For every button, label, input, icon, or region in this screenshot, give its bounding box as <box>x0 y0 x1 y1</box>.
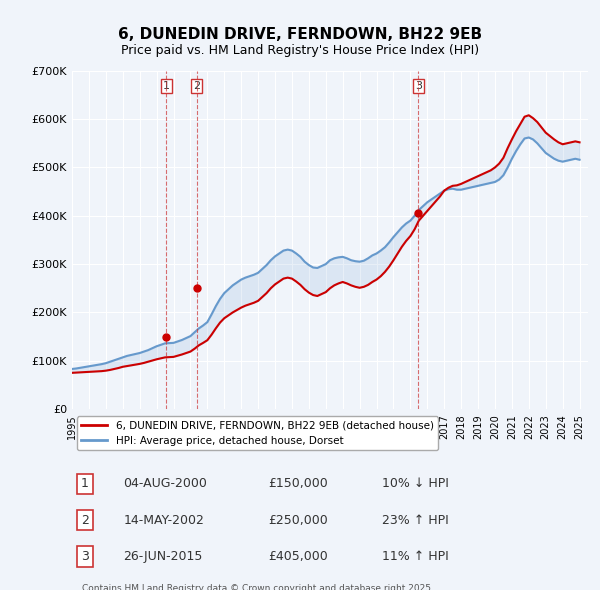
Text: Contains HM Land Registry data © Crown copyright and database right 2025.
This d: Contains HM Land Registry data © Crown c… <box>82 584 434 590</box>
Text: 14-MAY-2002: 14-MAY-2002 <box>124 514 205 527</box>
Text: 1: 1 <box>163 81 170 91</box>
Text: £405,000: £405,000 <box>268 550 328 563</box>
Text: 3: 3 <box>415 81 422 91</box>
Text: 1: 1 <box>81 477 89 490</box>
Text: 10% ↓ HPI: 10% ↓ HPI <box>382 477 448 490</box>
Text: 23% ↑ HPI: 23% ↑ HPI <box>382 514 448 527</box>
Text: Price paid vs. HM Land Registry's House Price Index (HPI): Price paid vs. HM Land Registry's House … <box>121 44 479 57</box>
Text: 04-AUG-2000: 04-AUG-2000 <box>124 477 208 490</box>
Legend: 6, DUNEDIN DRIVE, FERNDOWN, BH22 9EB (detached house), HPI: Average price, detac: 6, DUNEDIN DRIVE, FERNDOWN, BH22 9EB (de… <box>77 417 438 450</box>
Text: 6, DUNEDIN DRIVE, FERNDOWN, BH22 9EB: 6, DUNEDIN DRIVE, FERNDOWN, BH22 9EB <box>118 27 482 41</box>
Text: 3: 3 <box>81 550 89 563</box>
Text: 11% ↑ HPI: 11% ↑ HPI <box>382 550 448 563</box>
Text: £150,000: £150,000 <box>268 477 328 490</box>
Text: 2: 2 <box>193 81 200 91</box>
Text: 26-JUN-2015: 26-JUN-2015 <box>124 550 203 563</box>
Text: 2: 2 <box>81 514 89 527</box>
Text: £250,000: £250,000 <box>268 514 328 527</box>
